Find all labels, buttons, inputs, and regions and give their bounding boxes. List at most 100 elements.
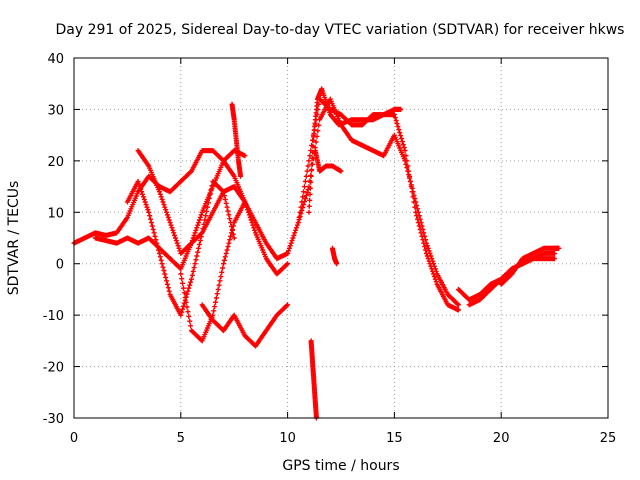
- data-point: [251, 225, 257, 231]
- data-point: [293, 227, 299, 233]
- data-point: [394, 121, 400, 127]
- data-point: [163, 207, 169, 213]
- data-point: [203, 213, 209, 219]
- data-point: [307, 185, 313, 191]
- data-point: [222, 196, 228, 202]
- data-point: [303, 193, 309, 199]
- series-sat-p: [229, 101, 244, 179]
- data-point: [147, 213, 153, 219]
- data-point: [189, 272, 195, 278]
- x-tick-label: 25: [600, 431, 617, 446]
- data-point: [223, 200, 229, 206]
- data-point: [148, 220, 154, 226]
- data-point: [300, 205, 306, 211]
- data-point: [399, 139, 405, 145]
- data-point: [245, 209, 251, 215]
- data-point: [169, 225, 175, 231]
- data-point: [180, 285, 186, 291]
- data-point: [171, 230, 177, 236]
- data-point: [225, 244, 231, 250]
- data-point: [431, 261, 437, 267]
- data-points: [71, 86, 562, 421]
- data-point: [184, 291, 190, 297]
- data-point: [308, 167, 314, 173]
- data-point: [164, 278, 170, 284]
- data-point: [146, 209, 152, 215]
- data-point: [295, 220, 301, 226]
- data-point: [229, 226, 235, 232]
- series-sat-j: [312, 148, 344, 174]
- data-point: [224, 247, 230, 253]
- x-tick-label: 15: [386, 431, 403, 446]
- data-point: [158, 194, 164, 200]
- data-point: [185, 309, 191, 315]
- data-point: [308, 179, 314, 185]
- data-point: [402, 148, 408, 154]
- data-point: [192, 261, 198, 267]
- y-tick-label: 0: [56, 258, 64, 273]
- data-point: [188, 279, 194, 285]
- data-point: [410, 189, 416, 195]
- data-point: [417, 216, 423, 222]
- data-point: [142, 199, 148, 205]
- data-point: [302, 199, 308, 205]
- data-point: [140, 191, 146, 197]
- data-point: [191, 265, 197, 271]
- data-point: [137, 184, 143, 190]
- data-point: [395, 124, 401, 130]
- data-point: [245, 207, 251, 213]
- data-point: [409, 185, 415, 191]
- data-point: [201, 221, 207, 227]
- data-point: [156, 250, 162, 256]
- data-point: [139, 189, 145, 195]
- data-point: [244, 204, 250, 210]
- data-point: [136, 181, 142, 187]
- data-point: [202, 217, 208, 223]
- data-point: [396, 127, 402, 133]
- data-point: [431, 263, 437, 269]
- data-point: [401, 145, 407, 151]
- data-point: [313, 139, 319, 145]
- data-point: [299, 208, 305, 214]
- data-point: [156, 247, 162, 253]
- data-point: [247, 214, 253, 220]
- data-point: [455, 302, 461, 308]
- data-point: [221, 257, 227, 263]
- data-point: [223, 250, 229, 256]
- data-point: [248, 217, 254, 223]
- data-point: [183, 299, 189, 305]
- data-point: [285, 261, 291, 267]
- data-point: [138, 186, 144, 192]
- data-point: [302, 178, 308, 184]
- data-point: [156, 189, 162, 195]
- data-point: [196, 241, 202, 247]
- data-point: [400, 142, 406, 148]
- data-point: [305, 163, 311, 169]
- data-point: [285, 250, 291, 256]
- data-point: [228, 233, 234, 239]
- data-point: [162, 204, 168, 210]
- data-point: [207, 191, 213, 197]
- data-point: [225, 208, 231, 214]
- series-sat-d: [124, 178, 237, 318]
- data-point: [153, 237, 159, 243]
- data-point: [334, 261, 340, 267]
- data-point: [197, 214, 203, 220]
- data-point: [188, 169, 194, 175]
- data-point: [178, 271, 184, 277]
- data-point: [166, 217, 172, 223]
- data-point: [304, 168, 310, 174]
- data-point: [246, 212, 252, 218]
- data-point: [303, 173, 309, 179]
- data-point: [316, 122, 322, 128]
- data-point: [338, 168, 344, 174]
- data-point: [391, 112, 397, 118]
- data-point: [180, 303, 186, 309]
- data-point: [416, 213, 422, 219]
- data-point: [200, 226, 206, 232]
- data-point: [215, 286, 221, 292]
- data-point: [307, 153, 313, 159]
- series-sat-a: [71, 148, 291, 262]
- data-point: [420, 226, 426, 232]
- data-point: [213, 295, 219, 301]
